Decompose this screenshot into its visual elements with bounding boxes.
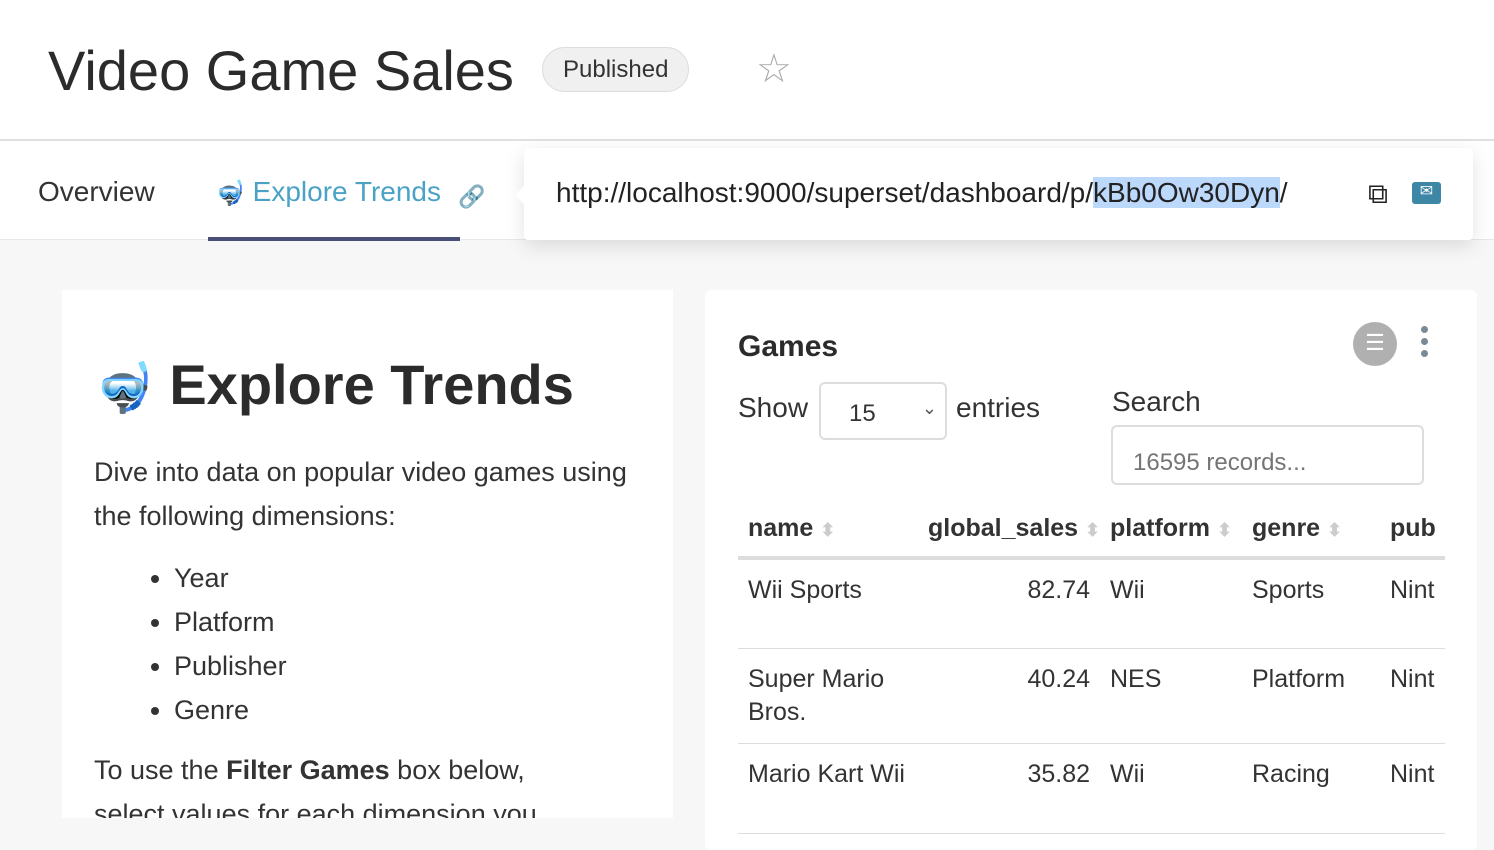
table-header-row: name ⬍ global_sales ⬍ platform ⬍ genre ⬍… xyxy=(738,500,1445,560)
share-url[interactable]: http://localhost:9000/superset/dashboard… xyxy=(556,177,1288,208)
page-size-select[interactable]: 15 ⌄ xyxy=(819,382,947,440)
column-header-name[interactable]: name ⬍ xyxy=(738,500,918,560)
list-item: Year xyxy=(174,556,287,600)
cell-global-sales: 40.24 xyxy=(918,648,1100,744)
diving-mask-icon: 🤿 xyxy=(215,180,245,207)
markdown-heading: 🤿 Explore Trends xyxy=(94,353,574,416)
search-input[interactable] xyxy=(1111,425,1424,485)
cell-genre: Platform xyxy=(1242,648,1380,744)
cell-genre: Sports xyxy=(1242,558,1380,649)
cell-global-sales: 35.82 xyxy=(918,743,1100,834)
dimension-list: Year Platform Publisher Genre xyxy=(174,556,287,732)
entries-label: entries xyxy=(956,392,1041,423)
share-url-popover: http://localhost:9000/superset/dashboard… xyxy=(515,148,1473,240)
cell-publisher: Nint xyxy=(1380,648,1445,744)
status-badge[interactable]: Published xyxy=(542,47,690,92)
cell-global-sales: 82.74 xyxy=(918,558,1100,649)
column-header-publisher[interactable]: pub xyxy=(1380,500,1445,560)
sort-icon: ⬍ xyxy=(1327,519,1343,540)
active-tab-indicator xyxy=(208,237,460,241)
cell-name: Wii Sports xyxy=(738,558,918,649)
copy-icon[interactable]: ⧉ xyxy=(1368,178,1388,209)
sort-icon: ⬍ xyxy=(820,519,836,540)
link-icon[interactable]: 🔗 xyxy=(458,184,486,209)
search-label: Search xyxy=(1112,386,1201,417)
markdown-intro: Dive into data on popular video games us… xyxy=(94,457,627,531)
more-options-icon[interactable] xyxy=(1421,326,1429,362)
games-table: name ⬍ global_sales ⬍ platform ⬍ genre ⬍… xyxy=(738,500,1445,834)
cell-platform: Wii xyxy=(1100,558,1242,649)
sort-icon: ⬍ xyxy=(1085,519,1100,540)
cell-platform: Wii xyxy=(1100,743,1242,834)
star-icon[interactable]: ☆ xyxy=(756,47,792,91)
sort-icon: ⬍ xyxy=(1216,519,1233,540)
table-row: Wii Sports 82.74 Wii Sports Nint xyxy=(738,558,1445,649)
column-header-platform[interactable]: platform ⬍ xyxy=(1100,500,1242,560)
list-item: Publisher xyxy=(174,644,287,688)
cell-genre: Racing xyxy=(1242,743,1380,834)
dashboard-header: Video Game Sales Published ☆ xyxy=(0,0,1494,141)
column-header-genre[interactable]: genre ⬍ xyxy=(1242,500,1380,560)
cell-name: Super Mario Bros. xyxy=(738,648,918,744)
games-table-card: Games ☰ Show 15⌄ entries Search name ⬍ g… xyxy=(705,290,1477,850)
list-item: Platform xyxy=(174,600,287,644)
diving-mask-icon: 🤿 xyxy=(94,362,154,415)
cell-platform: NES xyxy=(1100,648,1242,744)
cell-name: Mario Kart Wii xyxy=(738,743,918,834)
dashboard-title[interactable]: Video Game Sales xyxy=(48,39,514,102)
table-row: Mario Kart Wii 35.82 Wii Racing Nint xyxy=(738,743,1445,834)
cell-publisher: Nint xyxy=(1380,558,1445,649)
filter-instructions: To use the Filter Games box below, select… xyxy=(94,755,537,818)
filter-icon[interactable]: ☰ xyxy=(1353,322,1397,366)
column-header-global-sales[interactable]: global_sales ⬍ xyxy=(918,500,1100,560)
envelope-icon[interactable]: ✉ xyxy=(1412,182,1441,204)
tab-explore-trends[interactable]: 🤿 Explore Trends xyxy=(215,176,441,207)
table-row: Super Mario Bros. 40.24 NES Platform Nint xyxy=(738,648,1445,744)
list-item: Genre xyxy=(174,688,287,732)
chart-title: Games xyxy=(738,330,839,363)
show-label: Show xyxy=(738,392,809,423)
markdown-card: 🤿 Explore Trends Dive into data on popul… xyxy=(62,290,673,818)
cell-publisher: Nint xyxy=(1380,743,1445,834)
chevron-down-icon: ⌄ xyxy=(921,398,937,418)
tab-overview[interactable]: Overview xyxy=(38,176,155,207)
